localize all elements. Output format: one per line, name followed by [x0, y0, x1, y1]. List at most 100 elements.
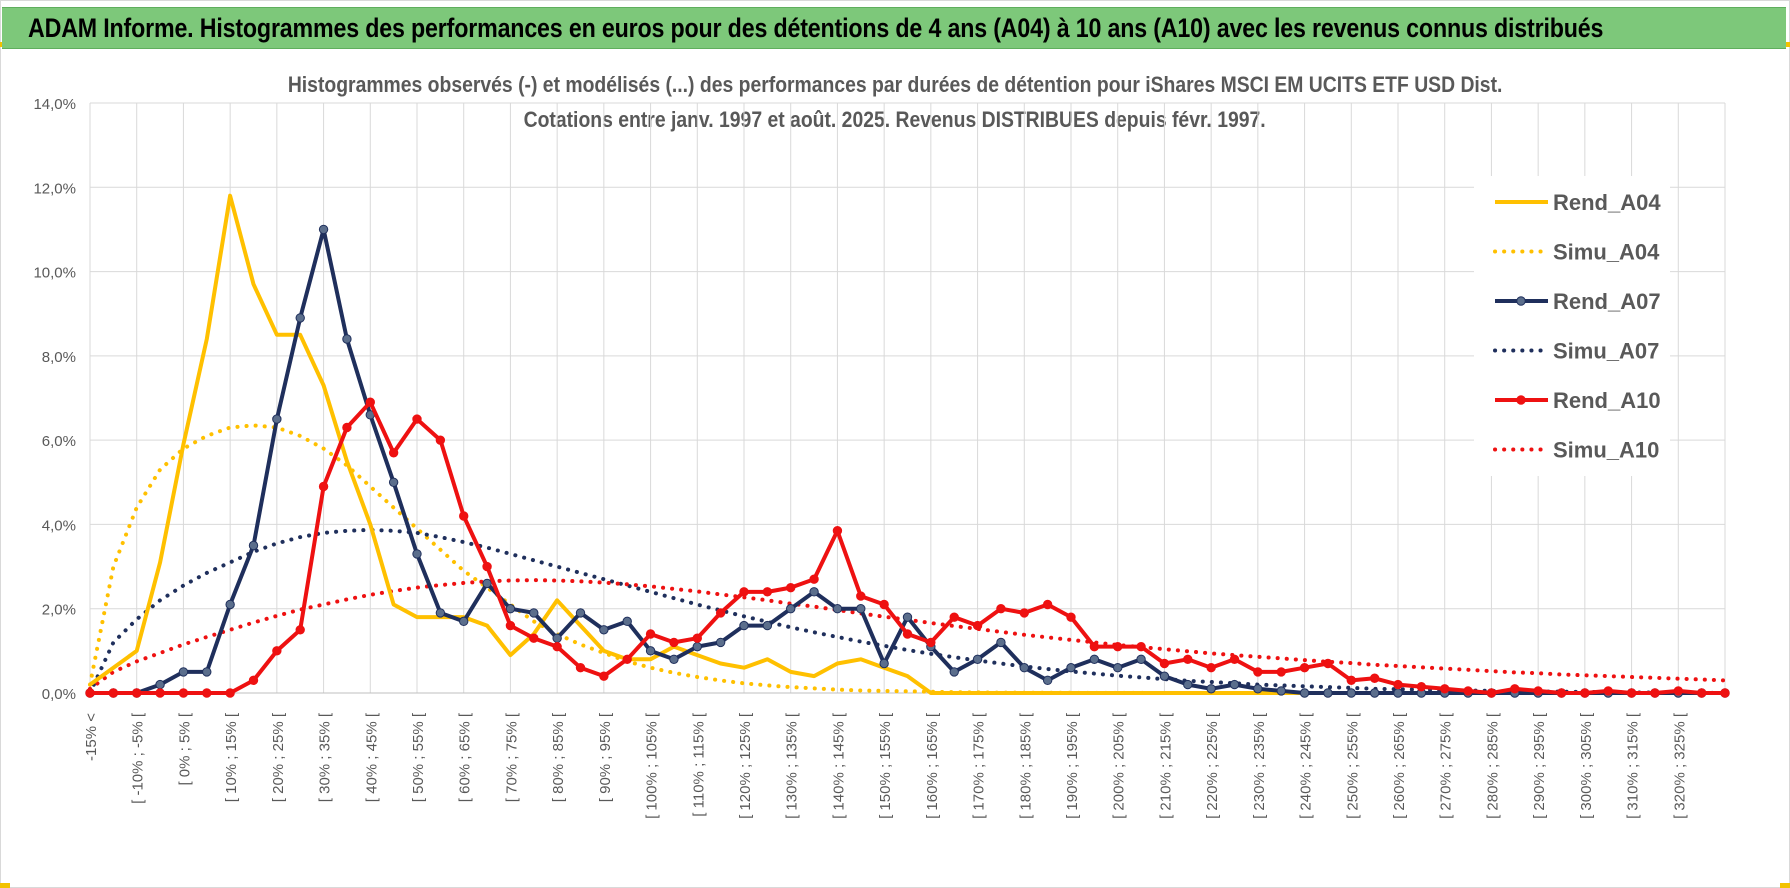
x-tick-label: [ 170% ; 175% [ [971, 712, 988, 819]
data-point [1673, 686, 1683, 696]
data-point [412, 414, 422, 424]
data-point [225, 599, 235, 610]
data-point [202, 688, 212, 698]
data-point [1183, 679, 1193, 690]
data-point [599, 625, 609, 635]
chart-subtitle: Cotations entre janv. 1997 et août. 2025… [523, 107, 1267, 132]
data-point [459, 511, 469, 521]
data-point [879, 658, 889, 669]
data-point [1253, 684, 1263, 694]
x-tick-label: [ 0% ; 5% [ [176, 712, 193, 785]
data-point [669, 654, 679, 664]
data-point [272, 646, 282, 656]
data-point [529, 608, 539, 618]
data-point [552, 633, 562, 643]
x-tick-label: [ 70% ; 75% [ [503, 712, 520, 802]
data-point [388, 448, 399, 458]
legend-label: Simu_A07 [1553, 339, 1659, 364]
data-point [1323, 658, 1333, 669]
data-point [809, 574, 819, 584]
data-point [715, 608, 726, 618]
data-point [739, 620, 749, 631]
data-point [1159, 671, 1170, 681]
x-tick-label: [ 180% ; 185% [ [1017, 712, 1034, 819]
data-point [1159, 658, 1170, 669]
data-point [599, 671, 609, 681]
data-point [365, 397, 375, 407]
data-point [739, 587, 749, 597]
data-point [202, 667, 212, 677]
x-tick-label: [ 290% ; 295% [ [1531, 712, 1548, 819]
data-point [505, 620, 516, 631]
data-point [1019, 663, 1029, 673]
x-tick-label: [ 280% ; 285% [ [1484, 712, 1501, 819]
data-point [482, 578, 492, 589]
data-point [178, 688, 189, 698]
data-point [1650, 688, 1660, 698]
grid-lines [89, 102, 1726, 694]
legend-marker [1516, 296, 1526, 306]
data-point [1369, 673, 1380, 683]
banner-title: ADAM Informe. Histogrammes des performan… [28, 13, 1604, 43]
data-point [1556, 688, 1567, 698]
data-point [435, 435, 446, 445]
x-tick-label: [ 20% ; 25% [ [270, 712, 287, 802]
data-point [459, 616, 469, 627]
data-point [1276, 686, 1286, 696]
data-point [1066, 663, 1076, 673]
legend-label: Rend_A10 [1553, 388, 1661, 413]
data-point [692, 633, 702, 643]
data-point [996, 637, 1006, 648]
x-tick-label: [ 270% ; 275% [ [1438, 712, 1455, 819]
data-point [1346, 688, 1356, 698]
data-point [482, 561, 492, 572]
data-point [692, 641, 702, 652]
data-point [1113, 641, 1123, 652]
data-point [1463, 686, 1473, 696]
data-point [1042, 675, 1053, 686]
data-point [318, 481, 329, 492]
data-point [1440, 684, 1450, 694]
data-point [1276, 667, 1286, 677]
x-tick-label: [ 310% ; 315% [ [1625, 712, 1642, 819]
x-tick-label: [ 190% ; 195% [ [1064, 712, 1081, 819]
legend-label: Rend_A04 [1553, 190, 1661, 215]
data-point [412, 549, 422, 559]
data-point [786, 582, 796, 593]
x-tick-label: [ 320% ; 325% [ [1671, 712, 1688, 819]
data-point [1089, 641, 1100, 652]
data-point [1066, 612, 1076, 622]
data-point [786, 604, 796, 614]
data-point [669, 637, 679, 648]
data-point [155, 679, 165, 690]
x-tick-label: [ 90% ; 95% [ [597, 712, 614, 802]
data-point [972, 620, 983, 631]
data-point [996, 604, 1006, 614]
data-point [902, 629, 913, 639]
data-point [552, 641, 562, 652]
x-tick-label: [ 160% ; 165% [ [924, 712, 941, 819]
data-point [762, 620, 773, 631]
data-point [108, 688, 119, 698]
y-tick-label: 4,0% [42, 517, 76, 534]
x-tick-label: [ 210% ; 215% [ [1157, 712, 1174, 819]
chart-title-wrap: Histogrammes observés (-) et modélisés (… [0, 72, 1790, 98]
data-point [856, 591, 866, 601]
data-point [1416, 681, 1427, 692]
data-point [1299, 688, 1310, 698]
data-point [272, 414, 282, 424]
x-tick-label: -15% < [83, 713, 100, 761]
x-tick-label: [ 140% ; 145% [ [830, 712, 847, 819]
data-point [622, 654, 632, 664]
legend-marker [1516, 395, 1526, 405]
x-axis: -15% < [ -10% ; -5% [[ 0% ; 5% [[ 10% ; 1… [83, 692, 1725, 819]
data-point [1136, 641, 1146, 652]
data-point [832, 526, 843, 536]
data-point [856, 604, 866, 614]
data-point [1019, 608, 1029, 618]
data-point [342, 422, 352, 433]
x-tick-label: [ 60% ; 65% [ [457, 712, 474, 802]
data-point [1510, 684, 1520, 694]
y-tick-label: 2,0% [42, 602, 76, 619]
